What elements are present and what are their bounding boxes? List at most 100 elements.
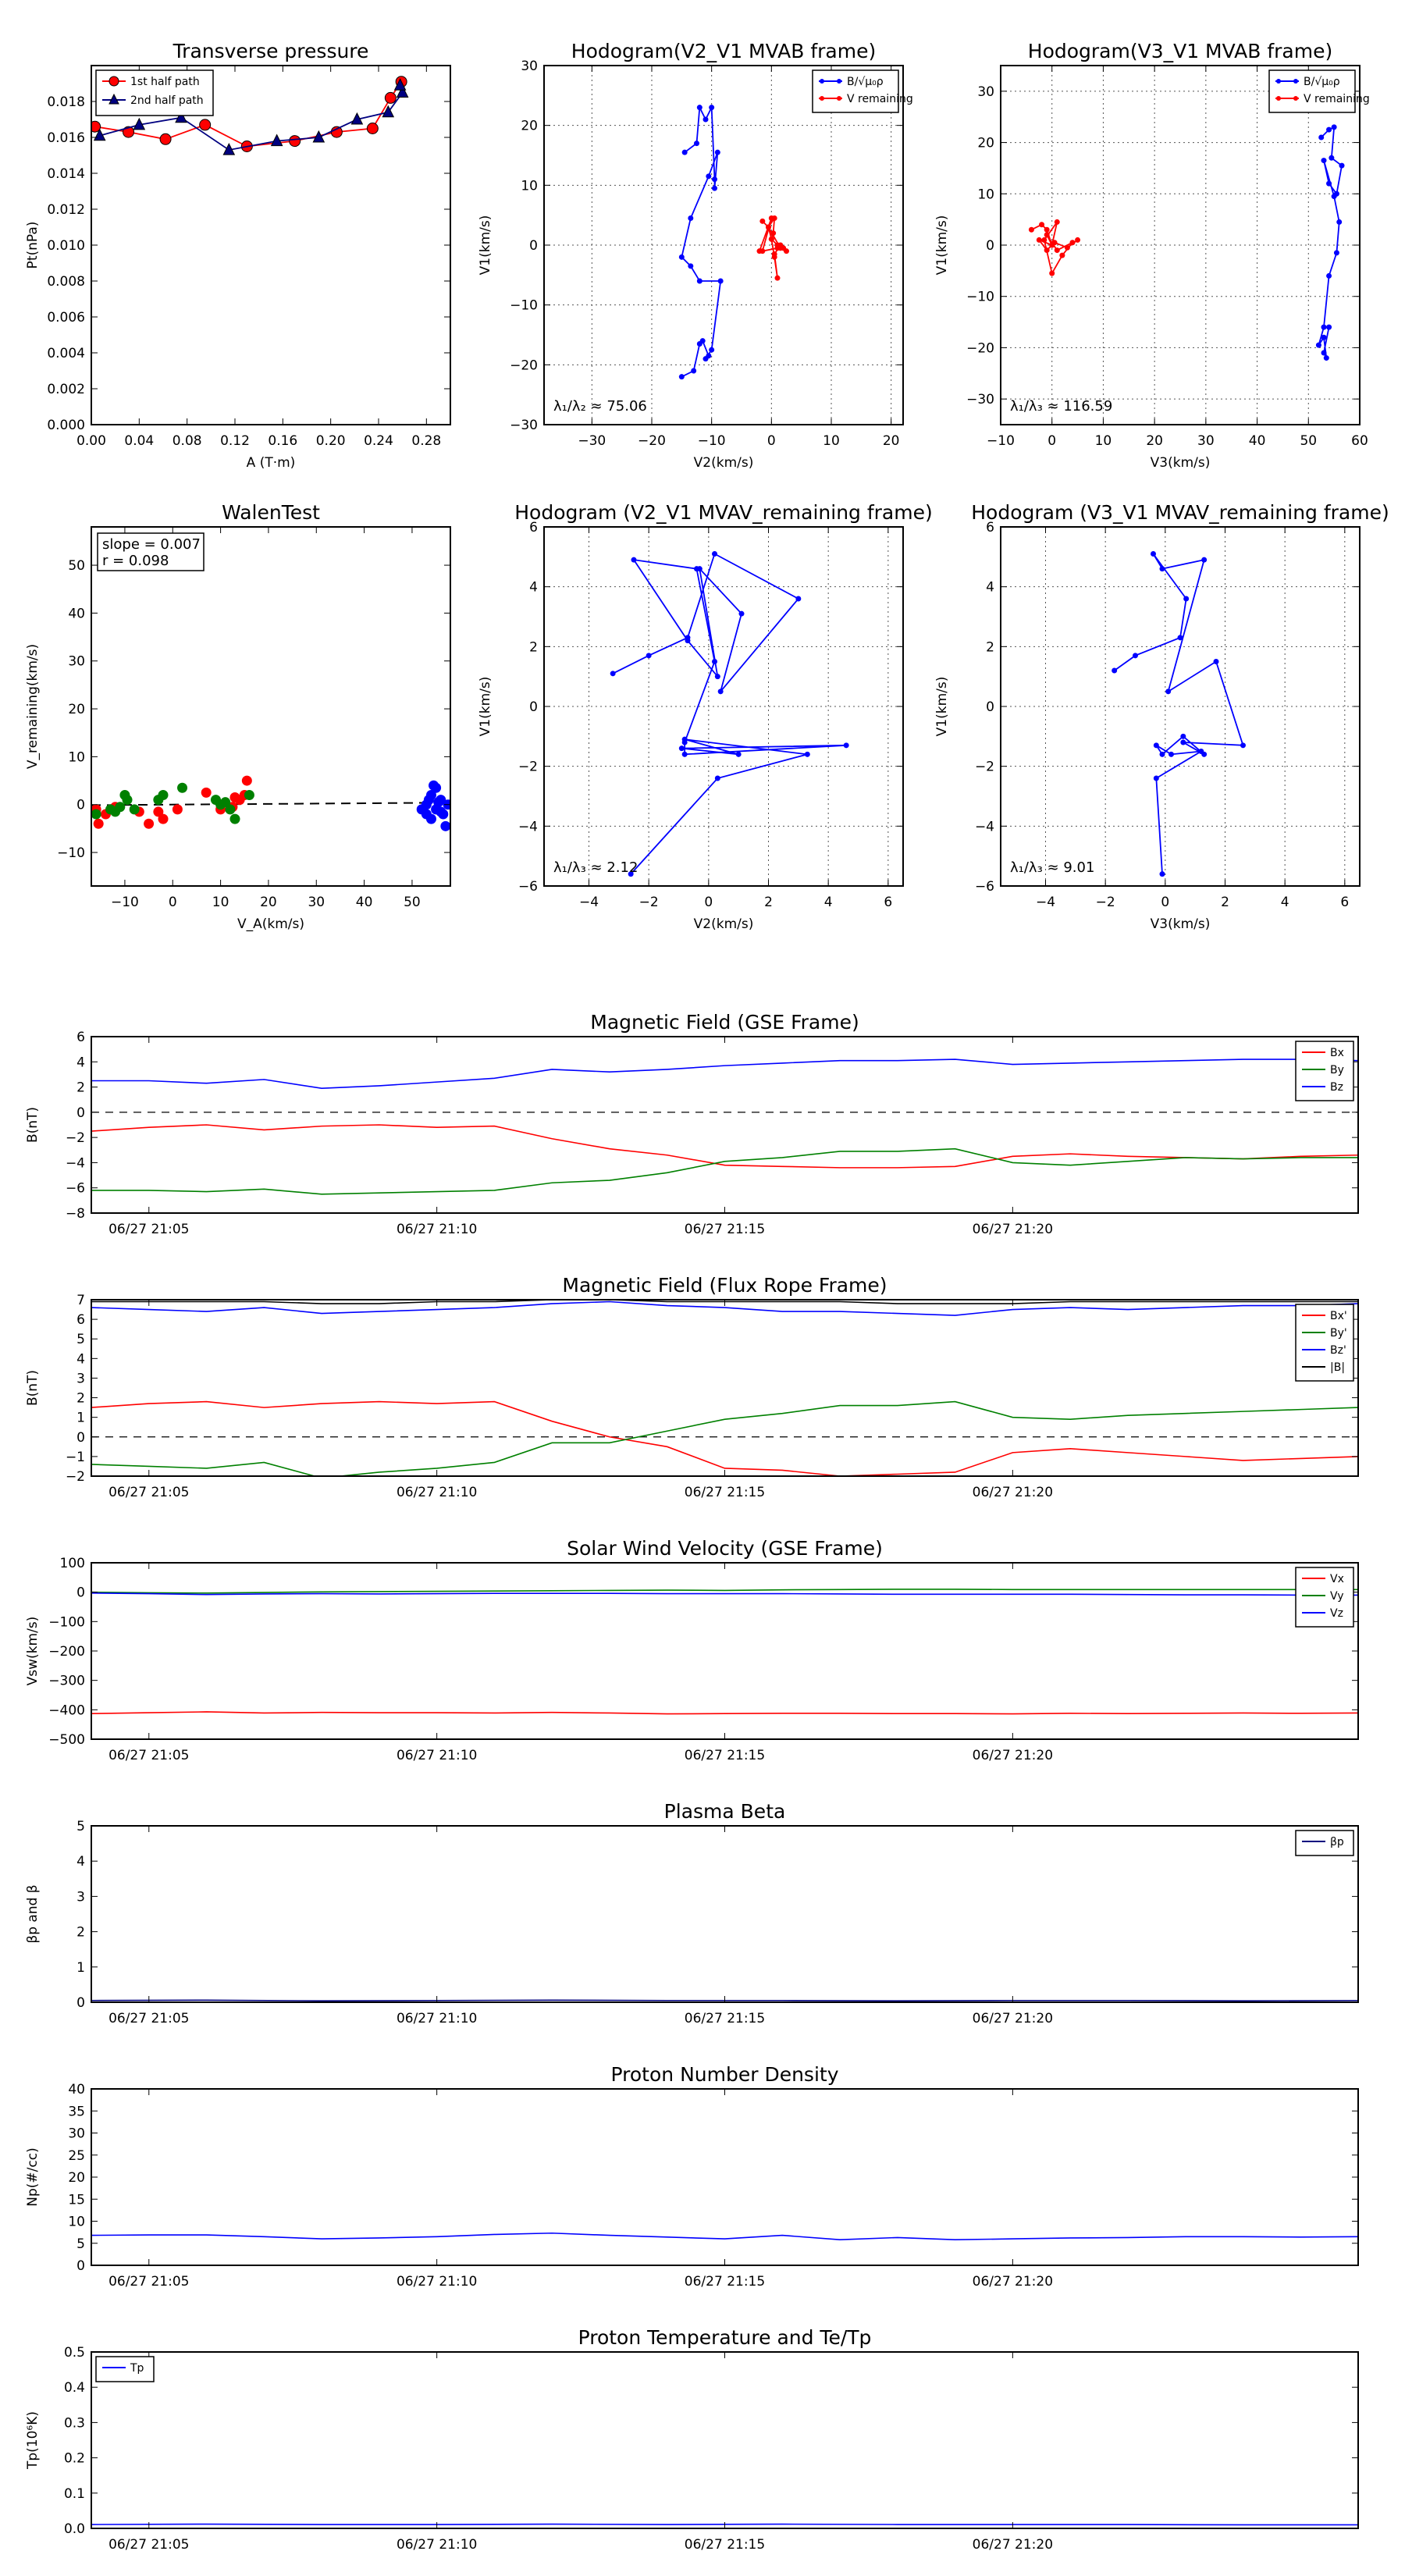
series-line bbox=[612, 553, 847, 875]
data-point bbox=[768, 236, 774, 242]
chart-title: Magnetic Field (Flux Rope Frame) bbox=[562, 1274, 887, 1297]
data-point bbox=[123, 126, 135, 138]
data-point bbox=[712, 185, 717, 191]
chart-title: Hodogram(V3_V1 MVAB frame) bbox=[1028, 40, 1332, 62]
data-point bbox=[1051, 240, 1058, 246]
data-point bbox=[1151, 551, 1156, 557]
chart-bfr: Magnetic Field (Flux Rope Frame) 06/27 21… bbox=[25, 1274, 1359, 1500]
data-point bbox=[706, 353, 712, 359]
y-tick-label: −30 bbox=[966, 392, 994, 407]
y-tick-label: 0.3 bbox=[64, 2415, 85, 2431]
legend: Bx By Bz bbox=[1295, 1041, 1354, 1101]
ratio-annotation: λ₁/λ₃ ≈ 9.01 bbox=[1010, 859, 1094, 876]
data-point bbox=[1133, 653, 1138, 659]
data-point bbox=[133, 117, 146, 130]
data-point bbox=[229, 792, 240, 803]
data-point bbox=[712, 551, 717, 557]
plot-frame bbox=[91, 2088, 1359, 2266]
data-point bbox=[1168, 751, 1174, 757]
data-point bbox=[738, 610, 745, 617]
y-tick-label: 2 bbox=[986, 639, 994, 655]
data-point bbox=[685, 638, 691, 644]
data-point bbox=[756, 248, 763, 254]
series-v bbox=[610, 551, 849, 877]
legend-label: By' bbox=[1330, 1327, 1347, 1340]
y-tick-label: 0 bbox=[76, 798, 85, 813]
legend-label: Vy bbox=[1330, 1590, 1344, 1603]
x-tick-label: 06/27 21:20 bbox=[973, 2011, 1053, 2026]
x-axis-label: V2(km/s) bbox=[694, 455, 754, 471]
data-point bbox=[1323, 355, 1329, 361]
x-tick-label: 30 bbox=[1197, 433, 1215, 449]
series-vz bbox=[91, 1592, 1358, 1596]
data-point bbox=[735, 751, 742, 757]
data-point bbox=[1198, 749, 1204, 754]
y-tick-label: −200 bbox=[48, 1644, 85, 1660]
x-tick-label: 0.20 bbox=[316, 433, 346, 449]
legend-frame bbox=[1295, 1041, 1354, 1101]
x-tick-label: 4 bbox=[1281, 895, 1289, 910]
y-tick-label: 100 bbox=[60, 1556, 85, 1571]
legend-label: B/√μ₀ρ bbox=[1304, 76, 1340, 88]
y-tick-label: 10 bbox=[68, 749, 85, 765]
data-point bbox=[804, 751, 810, 757]
data-point bbox=[1315, 342, 1321, 348]
data-point bbox=[384, 91, 397, 104]
legend-frame bbox=[1295, 1304, 1354, 1382]
legend-label: Vx bbox=[1330, 1573, 1344, 1585]
series-v bbox=[1112, 551, 1246, 877]
y-tick-label: 0.010 bbox=[47, 238, 85, 254]
legend-marker bbox=[837, 79, 841, 84]
y-tick-label: 6 bbox=[76, 1312, 85, 1328]
x-tick-label: 06/27 21:10 bbox=[397, 2011, 477, 2026]
x-tick-label: 50 bbox=[1300, 433, 1317, 449]
y-tick-label: 30 bbox=[68, 2126, 85, 2142]
y-axis-label: βp and β bbox=[25, 1884, 41, 1943]
data-point bbox=[225, 804, 236, 815]
y-axis-label: V1(km/s) bbox=[934, 215, 950, 276]
data-point bbox=[425, 789, 436, 800]
data-point bbox=[1326, 324, 1332, 330]
data-point bbox=[144, 818, 155, 829]
data-point bbox=[1069, 240, 1076, 246]
y-tick-label: 6 bbox=[76, 1030, 85, 1045]
y-tick-label: 0 bbox=[76, 1430, 85, 1446]
data-point bbox=[199, 119, 212, 131]
data-point bbox=[696, 341, 702, 347]
data-point bbox=[438, 809, 449, 820]
plot-frame bbox=[1000, 526, 1361, 887]
legend-label: βp bbox=[1330, 1836, 1344, 1848]
y-tick-label: 2 bbox=[76, 1391, 85, 1407]
y-tick-label: 0.1 bbox=[64, 2486, 85, 2502]
x-tick-label: 0 bbox=[704, 895, 713, 910]
legend-frame bbox=[95, 2356, 155, 2382]
data-point bbox=[431, 782, 442, 793]
data-point bbox=[691, 368, 697, 374]
chart-h4: Hodogram (V3_V1 MVAV_remaining frame) −4 −… bbox=[934, 501, 1389, 932]
data-point bbox=[1041, 237, 1048, 243]
x-tick-label: 30 bbox=[308, 895, 325, 910]
y-tick-label: 0 bbox=[76, 1105, 85, 1121]
x-tick-label: 06/27 21:05 bbox=[108, 1748, 189, 1763]
x-axis-label: V3(km/s) bbox=[1151, 916, 1211, 932]
data-point bbox=[1331, 194, 1337, 200]
y-tick-label: 1 bbox=[76, 1411, 85, 1426]
data-point bbox=[366, 123, 379, 134]
x-tick-label: 60 bbox=[1351, 433, 1368, 449]
data-point bbox=[770, 230, 777, 237]
y-tick-label: 7 bbox=[76, 1293, 85, 1308]
y-tick-label: −30 bbox=[510, 418, 538, 433]
y-tick-label: 5 bbox=[76, 2236, 85, 2252]
x-tick-label: 06/27 21:20 bbox=[973, 2274, 1053, 2290]
series-line bbox=[91, 1400, 1358, 1476]
data-point bbox=[158, 789, 169, 800]
chart-title: Magnetic Field (GSE Frame) bbox=[590, 1011, 859, 1034]
data-point bbox=[175, 110, 187, 123]
data-point bbox=[382, 105, 395, 118]
y-tick-label: 0.000 bbox=[47, 418, 85, 433]
data-point bbox=[771, 254, 777, 260]
data-point bbox=[714, 674, 720, 680]
y-tick-label: −2 bbox=[975, 760, 994, 775]
data-point bbox=[712, 176, 717, 183]
data-point bbox=[1321, 324, 1327, 330]
